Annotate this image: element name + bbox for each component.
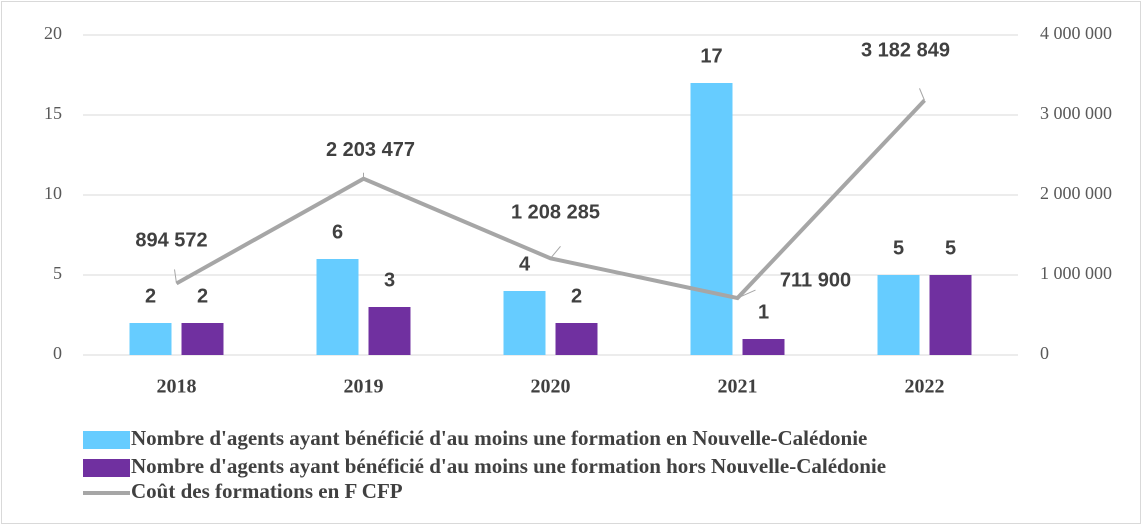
y-tick-label: 20: [44, 23, 62, 43]
x-tick-label: 2020: [531, 376, 571, 398]
bar: [877, 275, 920, 355]
data-label: 2 203 477: [326, 139, 415, 161]
data-label: 1: [758, 301, 769, 323]
legend-swatch: [83, 459, 130, 477]
x-tick-label: 2022: [905, 376, 945, 398]
bar: [929, 275, 972, 355]
data-label: 2: [571, 285, 582, 307]
bar: [129, 323, 172, 355]
y2-tick-label: 2 000 000: [1040, 183, 1112, 203]
leader-line: [174, 269, 177, 284]
y2-tick-label: 4 000 000: [1040, 23, 1112, 43]
data-label: 894 572: [135, 230, 207, 252]
leader-line: [737, 289, 756, 299]
x-tick-label: 2018: [157, 376, 197, 398]
legend-label: Nombre d'agents ayant bénéficié d'au moi…: [131, 426, 867, 450]
data-label: 4: [519, 253, 531, 275]
y-tick-label: 0: [53, 343, 62, 363]
legend-label: Coût des formations en F CFP: [131, 479, 403, 503]
data-label: 5: [945, 237, 956, 259]
data-label: 711 900: [780, 269, 851, 291]
bar: [742, 339, 785, 355]
data-label: 2: [197, 285, 208, 307]
leader-line: [919, 88, 925, 101]
y2-tick-label: 1 000 000: [1040, 263, 1112, 283]
data-label: 6: [332, 221, 343, 243]
data-label: 5: [893, 237, 904, 259]
data-label: 3: [384, 269, 395, 291]
bar: [181, 323, 224, 355]
bar: [316, 259, 359, 355]
bar: [690, 83, 733, 355]
bar: [503, 291, 546, 355]
y-tick-label: 5: [53, 263, 62, 283]
y2-tick-label: 3 000 000: [1040, 103, 1112, 123]
x-tick-label: 2019: [344, 376, 384, 398]
data-label: 1 208 285: [511, 202, 600, 224]
x-tick-label: 2021: [718, 376, 758, 398]
y2-tick-label: 0: [1040, 343, 1049, 363]
y-tick-label: 10: [44, 183, 62, 203]
legend-label: Nombre d'agents ayant bénéficié d'au moi…: [131, 454, 886, 478]
legend-swatch: [83, 431, 130, 449]
bar: [368, 307, 411, 355]
data-label: 17: [700, 45, 722, 67]
data-label: 2: [145, 285, 156, 307]
data-label: 3 182 849: [861, 40, 950, 62]
bar: [555, 323, 598, 355]
y-tick-label: 15: [44, 103, 62, 123]
leader-line: [550, 246, 561, 259]
